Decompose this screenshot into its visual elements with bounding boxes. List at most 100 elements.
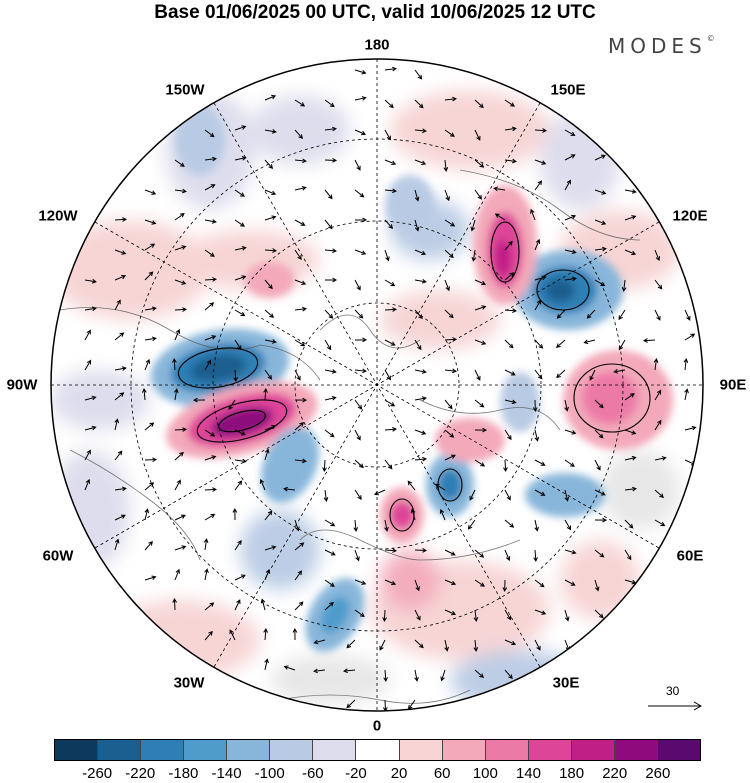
wind-arrow-icon — [444, 454, 456, 461]
wind-arrow-icon — [84, 329, 91, 341]
map-boundary — [50, 58, 704, 712]
brand-text: MODES — [608, 34, 707, 58]
wind-arrow-icon — [294, 458, 307, 464]
wind-arrow-icon — [384, 519, 389, 532]
wind-arrow-icon — [174, 307, 188, 312]
wind-arrow-icon — [384, 427, 398, 432]
wind-arrow-icon — [204, 513, 216, 521]
wind-arrow-icon — [564, 489, 570, 502]
wind-arrow-icon — [624, 393, 635, 401]
wind-arrow-icon — [594, 609, 604, 619]
lon-label-120w: 120W — [38, 207, 78, 225]
wind-arrow-icon — [144, 508, 150, 521]
wind-arrow-icon — [323, 489, 329, 502]
colorbar-tick-label: -180 — [168, 765, 199, 782]
wind-arrow-icon — [354, 189, 365, 198]
wind-arrow-icon — [174, 427, 188, 432]
lon-label-0: 0 — [372, 717, 382, 735]
wind-arrow-icon — [354, 489, 362, 501]
wind-arrow-icon — [264, 129, 277, 134]
colorbar-swatch — [614, 740, 658, 760]
wind-arrow-icon — [594, 154, 606, 161]
wind-arrow-icon — [234, 275, 247, 281]
wind-arrow-icon — [414, 579, 420, 592]
wind-arrow-icon — [114, 299, 121, 311]
wind-arrow-icon — [264, 309, 275, 318]
colorbar-swatch — [571, 740, 615, 760]
wind-arrow-icon — [174, 159, 185, 167]
wind-arrow-icon — [414, 669, 419, 682]
wind-arrow-icon — [564, 154, 576, 161]
graticule — [51, 59, 703, 711]
wind-arrow-icon — [471, 249, 477, 262]
wind-arrow-icon — [283, 665, 296, 671]
wind-arrow-icon — [313, 639, 326, 645]
wind-arrow-icon — [467, 519, 476, 530]
wind-arrow-icon — [354, 337, 368, 343]
wind-arrow-icon — [234, 309, 246, 317]
wind-arrow-icon — [654, 249, 661, 262]
wind-arrow-icon — [346, 699, 356, 709]
wind-arrow-icon — [440, 669, 446, 682]
wind-arrow-icon — [264, 545, 277, 551]
wind-arrow-icon — [410, 508, 416, 521]
wind-arrow-icon — [114, 514, 126, 521]
wind-arrow-icon — [504, 272, 515, 281]
wind-arrow-icon — [174, 514, 186, 521]
wind-arrow-icon — [294, 339, 306, 347]
wind-arrow-icon — [504, 240, 513, 251]
wind-arrow-icon — [324, 277, 338, 283]
wind-arrow-icon — [144, 189, 157, 195]
wind-arrow-icon — [84, 425, 97, 431]
wind-arrow-icon — [444, 399, 453, 410]
wind-arrow-icon — [444, 609, 457, 616]
wind-arrow-icon — [234, 339, 242, 351]
wind-arrow-icon — [294, 99, 306, 107]
wind-arrow-icon — [594, 489, 606, 496]
wind-arrow-icon — [259, 478, 266, 491]
wind-arrow-icon — [294, 129, 304, 139]
wind-arrow-icon — [144, 243, 156, 251]
wind-arrow-icon — [494, 213, 506, 221]
wind-arrow-icon — [84, 306, 97, 312]
wind-arrow-icon — [322, 459, 327, 473]
lon-label-90e: 90E — [719, 376, 747, 394]
colorbar-tick-label: -140 — [211, 765, 242, 782]
wind-arrow-icon — [504, 399, 517, 405]
wind-arrow-icon — [469, 489, 476, 501]
wind-arrow-icon — [683, 358, 689, 371]
wind-arrow-icon — [532, 399, 538, 413]
colorbar-swatch — [313, 740, 357, 760]
wind-arrow-icon — [234, 599, 241, 611]
wind-arrow-icon — [624, 215, 637, 221]
wind-arrow-icon — [144, 457, 158, 463]
colorbar-swatch — [399, 740, 443, 760]
wind-arrow-icon — [504, 339, 514, 349]
wind-arrow-icon — [264, 189, 277, 196]
lon-label-30w: 30W — [173, 674, 205, 692]
colorbar-tick-label: 260 — [645, 765, 671, 782]
wind-arrow-icon — [114, 332, 125, 341]
wind-arrow-icon — [504, 519, 515, 528]
colorbar-tick-label: -220 — [125, 765, 156, 782]
wind-arrow-icon — [174, 213, 185, 221]
wind-arrow-icon — [172, 597, 177, 611]
wind-arrow-icon — [684, 388, 689, 401]
wind-arrow-icon — [382, 609, 387, 623]
wind-arrow-icon — [204, 277, 218, 282]
wind-arrow-icon — [324, 189, 333, 200]
wind-arrow-icon — [172, 357, 177, 371]
wind-arrow-icon — [594, 459, 601, 471]
wind-arrow-icon — [503, 459, 508, 473]
wind-arrow-icon — [504, 99, 515, 107]
wind-arrow-icon — [564, 249, 577, 255]
wind-arrow-icon — [473, 639, 479, 652]
wind-arrow-icon — [354, 549, 360, 562]
wind-arrow-icon — [354, 609, 365, 617]
colorbar-swatch — [270, 740, 314, 760]
wind-arrow-icon — [294, 601, 304, 611]
wind-arrow-icon — [204, 129, 215, 138]
wind-arrow-icon — [594, 579, 600, 592]
wind-arrow-icon — [264, 339, 277, 344]
colorbar-swatch — [657, 740, 700, 760]
